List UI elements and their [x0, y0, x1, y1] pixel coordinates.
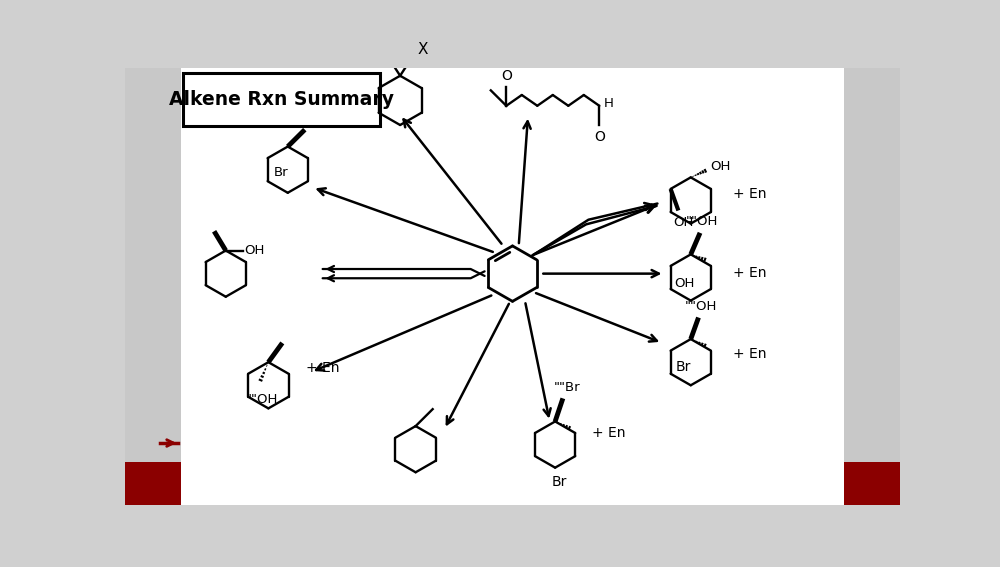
Text: X: X: [417, 42, 428, 57]
Bar: [181, 68, 844, 505]
Text: Br: Br: [274, 166, 288, 179]
Text: + En: + En: [733, 187, 767, 201]
Text: OH: OH: [674, 216, 694, 229]
Bar: [844, 68, 900, 505]
Text: OH: OH: [244, 244, 265, 257]
Text: + En: + En: [733, 266, 767, 280]
Text: O: O: [501, 69, 512, 83]
Text: OH: OH: [674, 277, 695, 290]
Text: + En: + En: [733, 348, 767, 362]
Text: ""OH: ""OH: [246, 393, 278, 406]
Bar: [844, 462, 900, 505]
Bar: [125, 462, 181, 505]
Text: H: H: [604, 97, 614, 110]
Text: Alkene Rxn Summary: Alkene Rxn Summary: [169, 90, 394, 109]
Text: Br: Br: [675, 360, 691, 374]
Text: ""OH: ""OH: [685, 300, 717, 313]
Text: + En: + En: [306, 361, 339, 375]
Text: O: O: [594, 130, 605, 145]
FancyBboxPatch shape: [183, 74, 380, 126]
Text: OH: OH: [710, 160, 730, 173]
Bar: [125, 68, 181, 505]
Text: + En: + En: [592, 426, 626, 440]
Text: ""OH: ""OH: [686, 215, 719, 228]
Text: Br: Br: [551, 475, 567, 489]
Text: ""Br: ""Br: [554, 381, 581, 393]
